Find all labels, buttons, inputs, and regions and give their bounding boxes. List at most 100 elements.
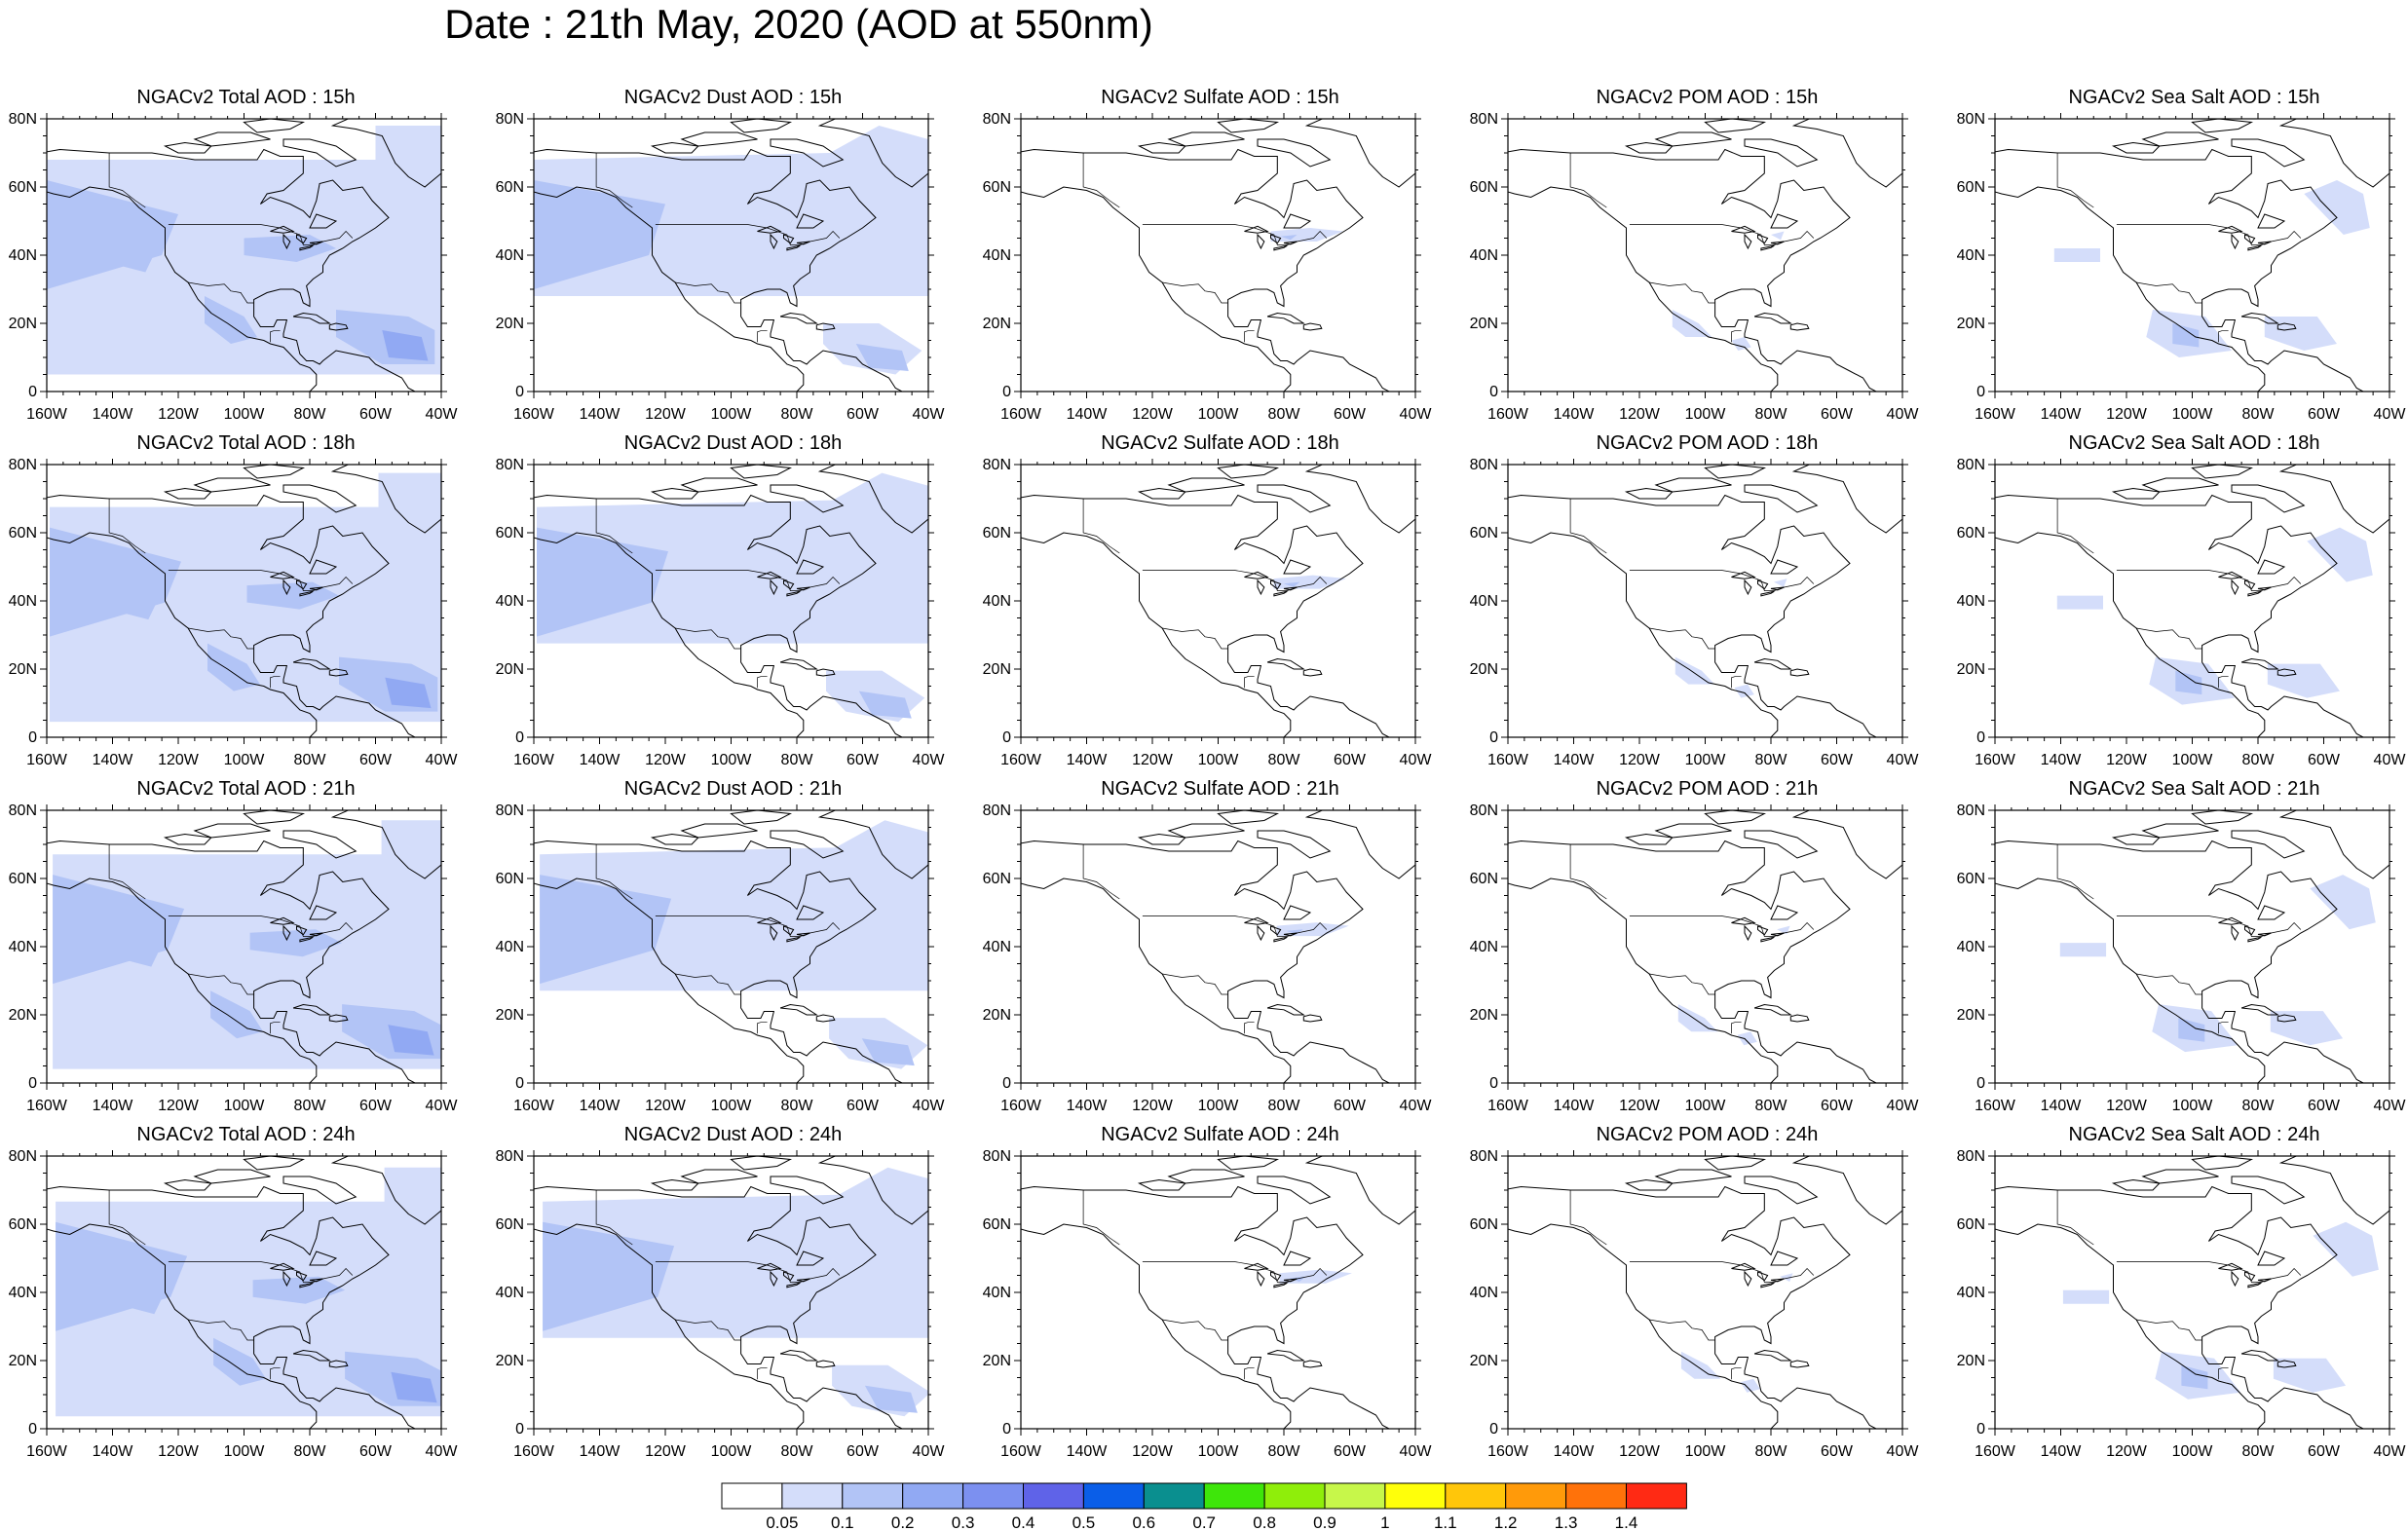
country-border	[1244, 330, 1255, 343]
island-outline	[292, 1349, 331, 1362]
country-border	[1244, 1367, 1255, 1380]
lon-tick-label: 80W	[2242, 1098, 2276, 1114]
lon-tick-label: 60W	[2308, 1098, 2341, 1114]
lon-tick-label: 160W	[1975, 1443, 2016, 1460]
lat-tick-label: 20N	[983, 661, 1011, 678]
aod-region	[1731, 337, 1751, 351]
coastline	[534, 1185, 903, 1429]
lake-outline	[1244, 571, 1269, 579]
island-outline	[1137, 1178, 1186, 1191]
country-border	[2116, 570, 2302, 591]
country-border	[188, 281, 254, 304]
lake-outline	[1244, 1262, 1269, 1271]
aod-shading	[2062, 1221, 2379, 1400]
colorbar-label: 0.7	[1192, 1513, 1216, 1529]
island-outline	[330, 119, 441, 188]
panel-title: NGACv2 Total AOD : 18h	[136, 432, 356, 454]
lake-outline	[1731, 916, 1756, 925]
country-border	[655, 224, 841, 245]
lat-tick-label: 20N	[1470, 316, 1498, 332]
lon-tick-label: 60W	[359, 1098, 393, 1114]
lon-tick-label: 40W	[426, 752, 459, 768]
aod-region	[2056, 595, 2103, 610]
coastlines	[1995, 1156, 2389, 1429]
lon-tick-label: 120W	[1132, 1098, 1174, 1114]
island-outline	[163, 487, 212, 500]
lake-outline	[786, 1282, 801, 1288]
island-outline	[292, 312, 331, 324]
coastlines	[47, 810, 441, 1083]
island-outline	[796, 213, 825, 229]
lat-tick-label: 60N	[9, 1216, 37, 1233]
map-panel: NGACv2 Total AOD : 18h 160W 140W 120W 100W 80…	[0, 431, 487, 777]
lake-outline	[1760, 1282, 1775, 1288]
island-outline	[1217, 810, 1280, 825]
lat-tick-label: 40N	[1470, 1285, 1498, 1301]
island-outline	[1770, 1251, 1799, 1266]
lake-outline	[1244, 916, 1269, 925]
lake-outline	[1744, 924, 1752, 942]
map-panel: NGACv2 Sea Salt AOD : 21h 160W 140W 120W 100…	[1948, 777, 2408, 1123]
island-outline	[1167, 477, 1245, 493]
lon-tick-label: 60W	[847, 406, 880, 423]
aod-shading	[53, 820, 441, 1069]
lake-outline	[786, 590, 801, 597]
island-outline	[1791, 119, 1902, 188]
panel-title: NGACv2 Total AOD : 24h	[136, 1124, 356, 1145]
lon-tick-label: 40W	[1887, 1098, 1920, 1114]
country-border	[595, 844, 633, 900]
lake-outline	[296, 234, 308, 244]
aod-region	[543, 1221, 675, 1331]
country-border	[1082, 499, 1120, 554]
aod-region	[2059, 943, 2107, 957]
coastline	[1995, 186, 2266, 392]
colorbar-label: 1.2	[1494, 1513, 1518, 1529]
map-svg: 160W 140W 120W 100W 80W 60W 40W 80N 60N 40N 20N 0	[983, 1148, 1433, 1460]
panel-title: NGACv2 Dust AOD : 18h	[623, 432, 843, 454]
colorbar-swatch	[1626, 1482, 1687, 1510]
island-outline	[796, 905, 825, 920]
country-border	[1731, 330, 1742, 343]
aod-region	[88, 1246, 171, 1315]
lon-tick-label: 80W	[1755, 752, 1788, 768]
colorbar-label: 0.1	[831, 1513, 854, 1529]
lon-tick-label: 140W	[2041, 1098, 2083, 1114]
lon-tick-label: 40W	[1887, 752, 1920, 768]
map-svg: 160W 140W 120W 100W 80W 60W 40W 80N 60N 40N 20N 0	[496, 111, 946, 423]
lon-tick-label: 120W	[1619, 406, 1661, 423]
aod-shading	[1276, 922, 1349, 937]
lon-tick-label: 40W	[2374, 1443, 2407, 1460]
map-svg: 160W 140W 120W 100W 80W 60W 40W 80N 60N 40N 20N 0	[9, 1148, 459, 1460]
island-outline	[1302, 322, 1323, 331]
aod-shading	[540, 820, 928, 1069]
lat-tick-label: 80N	[1470, 1148, 1498, 1165]
country-border	[1142, 915, 1328, 937]
lon-tick-label: 40W	[1400, 752, 1433, 768]
map-svg: 160W 140W 120W 100W 80W 60W 40W 80N 60N 40N 20N 0	[496, 803, 946, 1114]
lon-tick-label: 120W	[158, 1443, 200, 1460]
lon-tick-label: 120W	[645, 1098, 687, 1114]
lat-tick-label: 0	[1489, 1421, 1498, 1438]
coastlines	[534, 119, 928, 392]
lon-tick-label: 140W	[93, 752, 134, 768]
lon-tick-label: 60W	[1334, 752, 1367, 768]
aod-shading	[2059, 875, 2376, 1053]
lake-outline	[1744, 579, 1752, 596]
country-border	[1629, 1261, 1815, 1283]
aod-region	[2181, 1364, 2208, 1390]
lon-tick-label: 160W	[513, 1443, 555, 1460]
country-border	[2218, 1022, 2229, 1034]
island-outline	[1744, 1176, 1819, 1205]
lat-tick-label: 80N	[9, 803, 37, 819]
lon-tick-label: 60W	[359, 752, 393, 768]
lon-tick-label: 80W	[2242, 752, 2276, 768]
island-outline	[163, 141, 212, 154]
country-border	[1629, 224, 1815, 245]
island-outline	[779, 1003, 818, 1016]
lon-tick-label: 80W	[294, 406, 327, 423]
lon-tick-label: 160W	[26, 752, 68, 768]
lon-tick-label: 40W	[426, 1443, 459, 1460]
panel-title: NGACv2 Sulfate AOD : 24h	[1101, 1124, 1339, 1145]
map-panel: NGACv2 Sea Salt AOD : 15h 160W 140W 120W 100…	[1948, 86, 2408, 431]
aod-shading	[50, 472, 441, 723]
